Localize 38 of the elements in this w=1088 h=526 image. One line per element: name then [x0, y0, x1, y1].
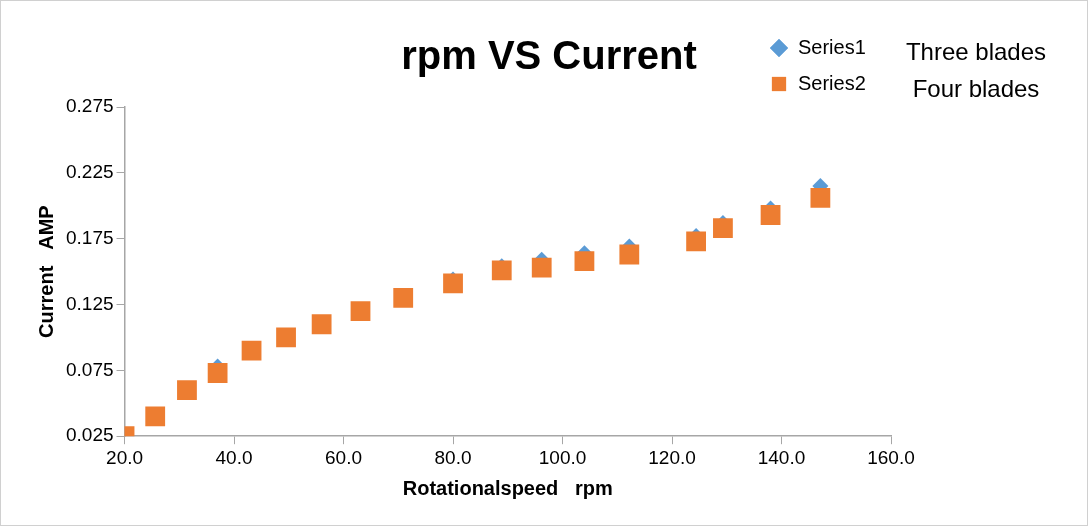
x-tick-label: 40.0: [215, 446, 253, 468]
point: [760, 205, 781, 225]
y-tick-label: 0.125: [66, 292, 114, 314]
x-tick-label: 140.0: [757, 446, 806, 468]
legend-label: Series1: [798, 35, 866, 58]
point: [177, 380, 197, 401]
x-tick-label: 80.0: [434, 446, 472, 468]
point: [145, 406, 166, 427]
point: [207, 363, 228, 383]
x-tick-label: 120.0: [648, 446, 696, 468]
x-axis-title: Rotationalspeed rpm: [402, 476, 613, 499]
point: [531, 257, 552, 278]
point: [393, 288, 414, 308]
point: [686, 231, 706, 252]
point: [276, 327, 296, 348]
text: Three blades: [905, 37, 1047, 65]
point: [810, 187, 831, 208]
chart-title: rpm VS Current: [401, 33, 697, 78]
point: [241, 340, 262, 361]
y-tick-label: 0.025: [66, 424, 114, 446]
point: [491, 260, 512, 281]
point: [443, 273, 463, 294]
x-tick-label: 100.0: [538, 446, 587, 468]
y-tick-label: 0.175: [66, 226, 114, 248]
y-tick-label: 0.225: [66, 161, 114, 183]
point: [713, 218, 733, 239]
point: [311, 314, 332, 335]
y-tick-label: 0.075: [66, 358, 114, 380]
x-tick-label: 60.0: [325, 446, 363, 468]
text: Four blades: [912, 74, 1040, 102]
x-tick-label: 160.0: [867, 446, 915, 468]
x-tick-label: 20.0: [106, 446, 144, 468]
point: [350, 301, 371, 321]
point: [574, 251, 595, 271]
y-axis-title: Current AMP: [34, 205, 57, 338]
legend-label: Series2: [798, 71, 866, 94]
y-tick-label: 0.275: [66, 95, 114, 117]
point: [619, 244, 640, 265]
